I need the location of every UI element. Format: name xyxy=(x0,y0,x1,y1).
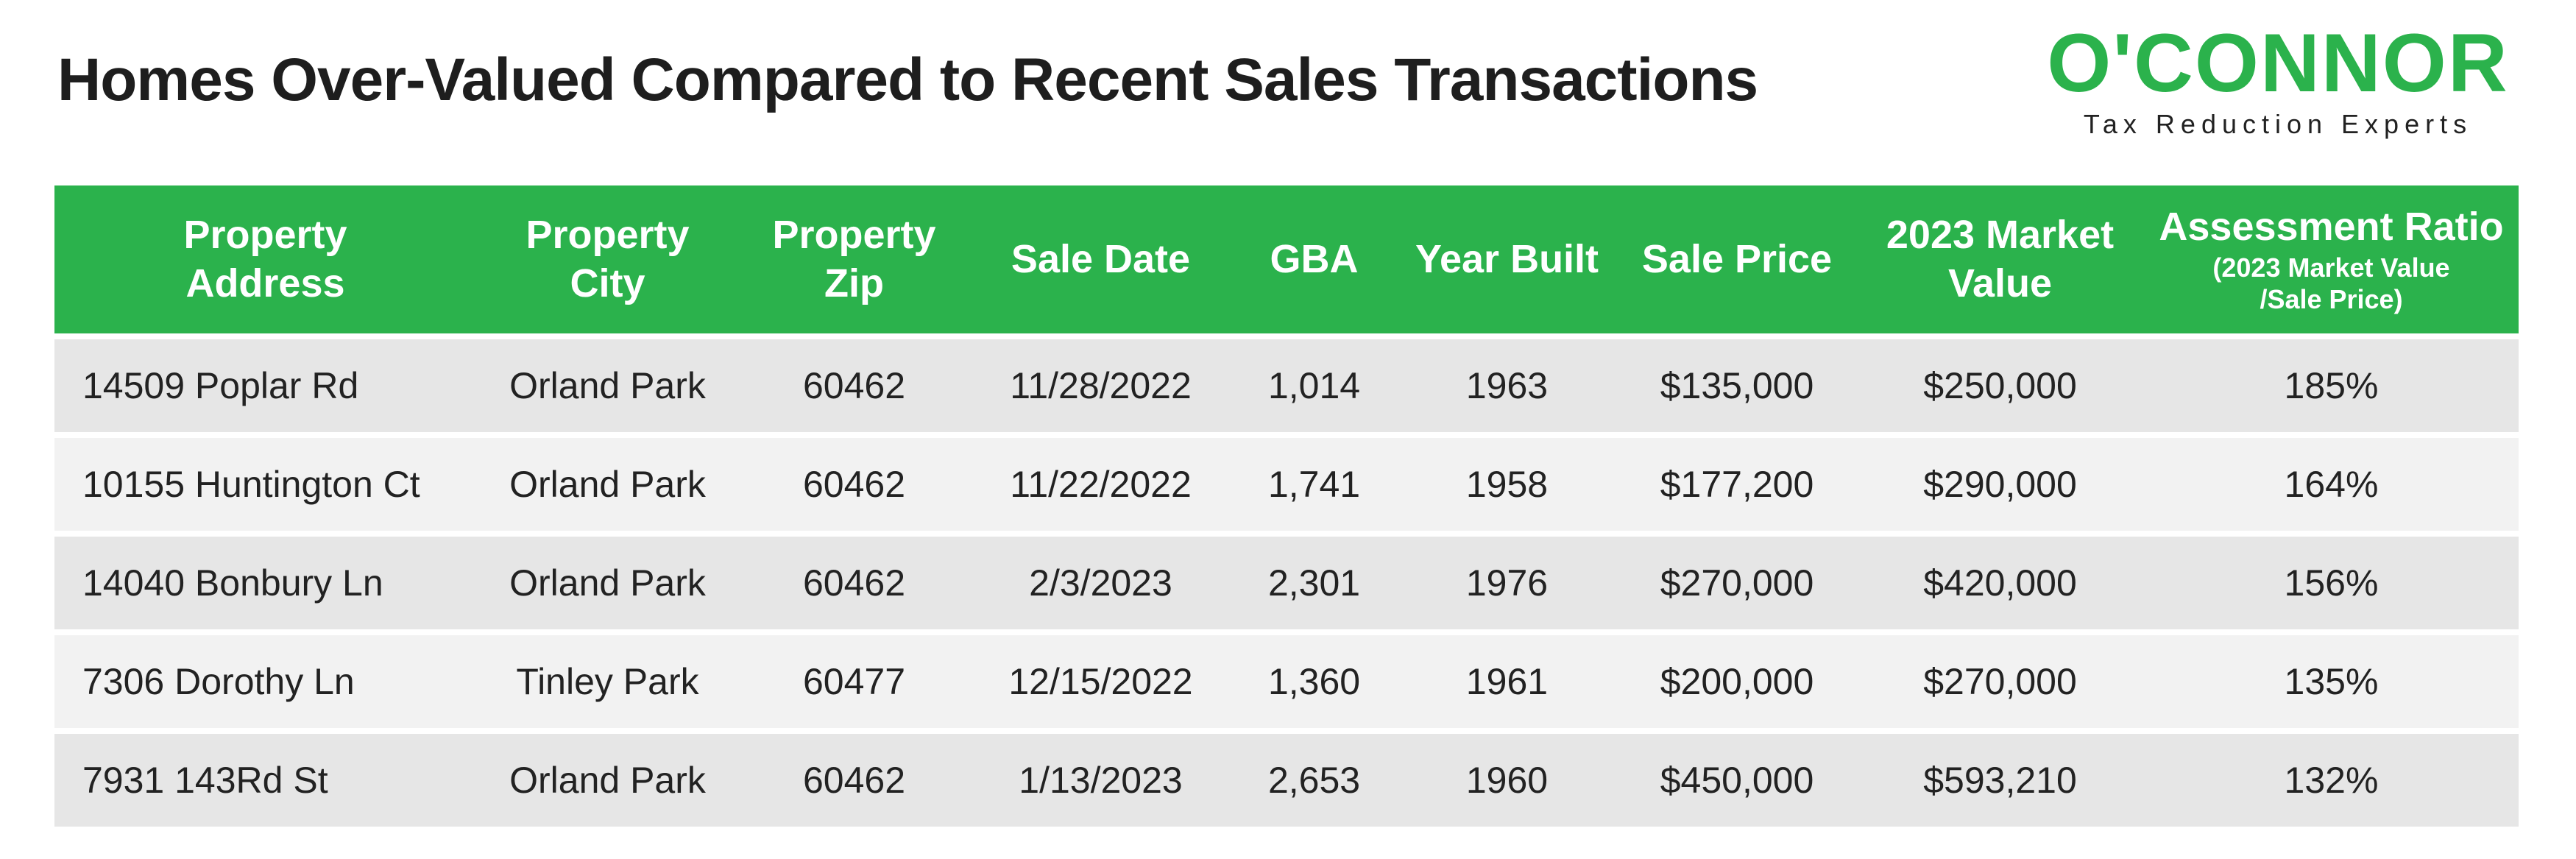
table-cell: 1961 xyxy=(1396,635,1618,728)
header-line: 2023 Market xyxy=(1886,212,2115,257)
header-line: Property xyxy=(183,212,347,257)
column-header: GBA xyxy=(1232,185,1396,333)
logo: O'CONNOR Tax Reduction Experts xyxy=(2031,22,2524,140)
table-cell: 1958 xyxy=(1396,438,1618,531)
header-line: Sale Price xyxy=(1641,236,1833,281)
table-cell: $250,000 xyxy=(1856,339,2144,432)
table-cell: $200,000 xyxy=(1618,635,1856,728)
header-note: (2023 Market Value xyxy=(2212,252,2450,283)
table-cell: 164% xyxy=(2144,438,2519,531)
header-line: Address xyxy=(185,261,345,305)
table-cell: 60462 xyxy=(739,734,969,827)
table-cell: Orland Park xyxy=(476,438,739,531)
table-cell: 1,014 xyxy=(1232,339,1396,432)
table-cell: $270,000 xyxy=(1618,537,1856,629)
table-cell: 1960 xyxy=(1396,734,1618,827)
table-cell: Tinley Park xyxy=(476,635,739,728)
column-header: Property City xyxy=(476,185,739,333)
column-header: Year Built xyxy=(1396,185,1618,333)
page-title: Homes Over-Valued Compared to Recent Sal… xyxy=(57,46,1758,113)
table-cell: 185% xyxy=(2144,339,2519,432)
table-cell: $290,000 xyxy=(1856,438,2144,531)
header-line: City xyxy=(570,261,645,305)
logo-tagline: Tax Reduction Experts xyxy=(2083,109,2473,139)
header-line: Assessment Ratio xyxy=(2159,205,2504,250)
table-cell: 2/3/2023 xyxy=(969,537,1232,629)
table-cell: $177,200 xyxy=(1618,438,1856,531)
column-header: Sale Price xyxy=(1618,185,1856,333)
table-cell: 7931 143Rd St xyxy=(54,734,476,827)
table-cell: 1,741 xyxy=(1232,438,1396,531)
table-cell: 2,653 xyxy=(1232,734,1396,827)
table-cell: $270,000 xyxy=(1856,635,2144,728)
table-cell: $593,210 xyxy=(1856,734,2144,827)
table-cell: 11/28/2022 xyxy=(969,339,1232,432)
table-cell: 1963 xyxy=(1396,339,1618,432)
header-line: Zip xyxy=(824,261,884,305)
table-cell: 1,360 xyxy=(1232,635,1396,728)
table-cell: 1976 xyxy=(1396,537,1618,629)
header-line: GBA xyxy=(1270,236,1359,281)
column-header: Sale Date xyxy=(969,185,1232,333)
table-cell: 14040 Bonbury Ln xyxy=(54,537,476,629)
table-cell: 11/22/2022 xyxy=(969,438,1232,531)
table-cell: Orland Park xyxy=(476,339,739,432)
table-cell: 156% xyxy=(2144,537,2519,629)
header-line: Property xyxy=(772,212,936,257)
column-header: 2023 Market Value xyxy=(1856,185,2144,333)
table-cell: 10155 Huntington Ct xyxy=(54,438,476,531)
table-cell: 2,301 xyxy=(1232,537,1396,629)
table-cell: 60462 xyxy=(739,339,969,432)
table-cell: 132% xyxy=(2144,734,2519,827)
table-cell: 14509 Poplar Rd xyxy=(54,339,476,432)
header-line: Property xyxy=(526,212,690,257)
table-cell: 60477 xyxy=(739,635,969,728)
data-table: Property Address Property City Property Zip Sa… xyxy=(54,185,2519,827)
table-cell: 60462 xyxy=(739,438,969,531)
table-cell: 135% xyxy=(2144,635,2519,728)
column-header: Property Address xyxy=(54,185,476,333)
table-cell: 60462 xyxy=(739,537,969,629)
header-line: Value xyxy=(1947,261,2053,305)
header-line: Sale Date xyxy=(1011,236,1191,281)
table-cell: $450,000 xyxy=(1618,734,1856,827)
table-cell: Orland Park xyxy=(476,537,739,629)
table-cell: 1/13/2023 xyxy=(969,734,1232,827)
header-line: Year Built xyxy=(1415,236,1599,281)
logo-name: O'CONNOR xyxy=(2047,17,2509,109)
table-cell: Orland Park xyxy=(476,734,739,827)
table-cell: $420,000 xyxy=(1856,537,2144,629)
table-cell: 7306 Dorothy Ln xyxy=(54,635,476,728)
column-header: Property Zip xyxy=(739,185,969,333)
column-header: Assessment Ratio (2023 Market Value/Sale … xyxy=(2144,185,2519,333)
header-note: /Sale Price) xyxy=(2260,284,2403,315)
table-cell: 12/15/2022 xyxy=(969,635,1232,728)
table-cell: $135,000 xyxy=(1618,339,1856,432)
